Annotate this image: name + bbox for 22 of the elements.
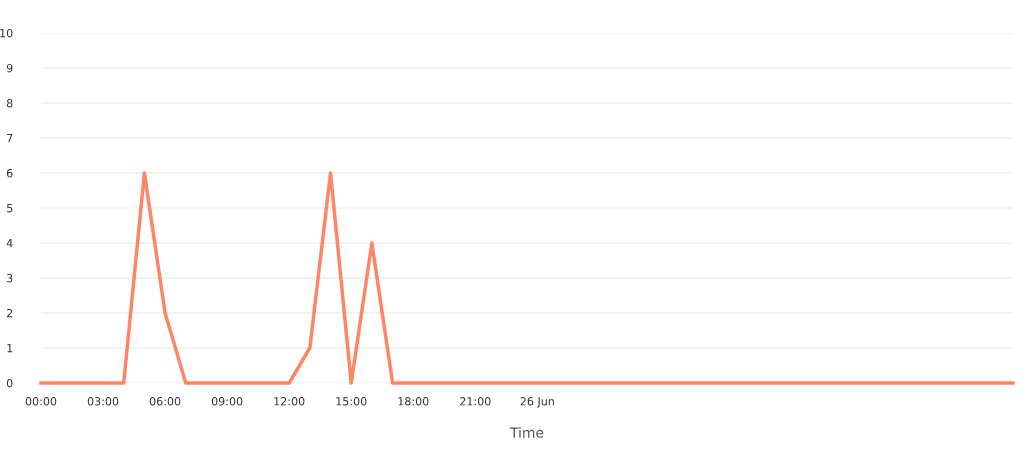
x-tick-label: 09:00 [211,397,243,406]
x-tick-label: 26 Jun [520,397,554,408]
x-tick-label: 18:00 [398,397,429,406]
x-axis-title: Time [509,427,544,438]
y-tick-label: 7 [7,134,13,143]
x-tick-label: 06:00 [149,397,181,406]
x-tick-label: 21:00 [460,397,491,406]
y-tick-label: 9 [6,63,13,73]
y-tick-label: 2 [6,308,13,318]
y-tick-label: 10 [0,28,13,38]
y-tick-label: 3 [7,273,13,283]
y-tick-label: 8 [6,98,13,108]
x-tick-label: 03:00 [87,397,119,406]
x-tick-label: 12:00 [274,397,305,406]
x-tick-label: 15:00 [336,397,367,406]
line-series [39,171,1015,385]
y-tick-label: 1 [7,344,13,353]
y-tick-label: 5 [7,204,13,213]
y-tick-label: 0 [6,378,13,388]
x-tick-label: 00:00 [25,397,57,406]
y-tick-label: 4 [6,239,13,248]
y-tick-label: 6 [6,168,13,178]
